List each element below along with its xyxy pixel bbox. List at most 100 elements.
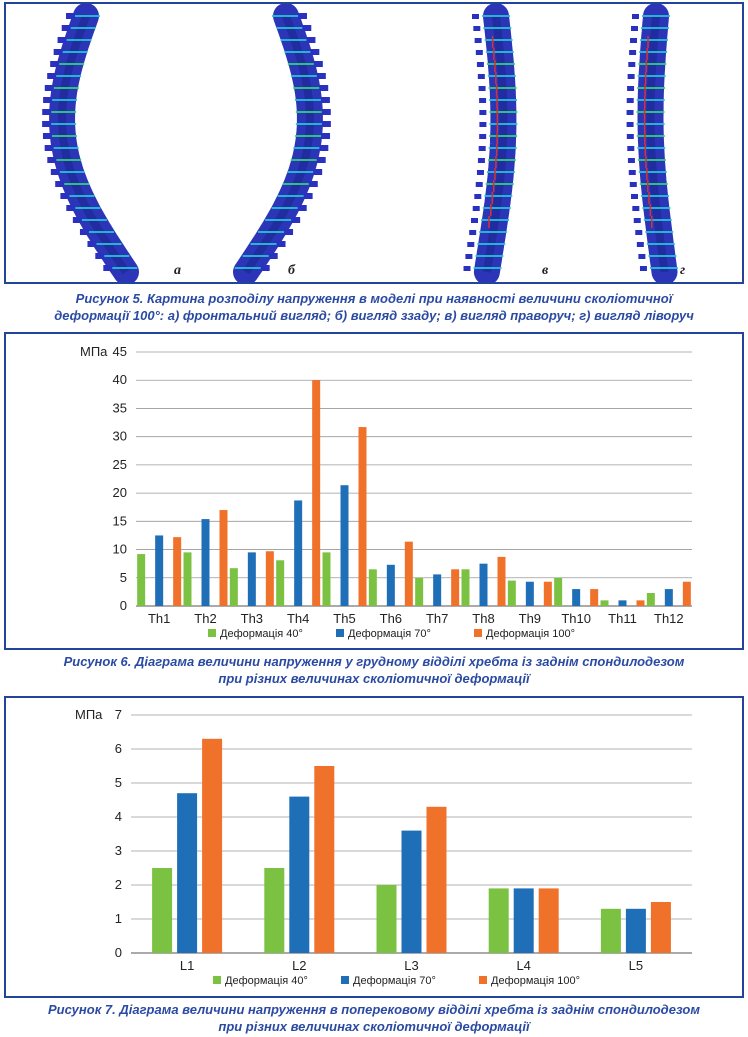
bar-Th12-series-1 [646, 593, 655, 606]
bar-L3-series-1 [376, 885, 397, 953]
bar-Th2-series-3 [219, 510, 228, 606]
vertebra-process [465, 254, 473, 259]
spine-render-2 [233, 3, 331, 285]
figure7-frame: 0 1 2 3 4 5 6 7 МПа L1 L2 L3 L4 L5 Деформація 40° Дефор… [4, 696, 744, 998]
bar-L4-series-1 [488, 888, 509, 953]
bar-Th5-series-3 [358, 427, 367, 606]
y-tick-label: 0 [115, 945, 122, 960]
vertebra-process [276, 241, 286, 247]
bar-Th11-series-1 [600, 600, 609, 606]
vertebra-process [321, 121, 331, 127]
bar-Th5-series-1 [322, 552, 331, 606]
vertebra-process [313, 169, 323, 175]
bar-Th2-series-1 [183, 552, 192, 606]
bar-Th6-series-1 [368, 569, 377, 606]
bar-Th9-series-2 [525, 581, 534, 606]
spine-render-1 [42, 3, 139, 285]
y-tick-label: 1 [115, 911, 122, 926]
bar-Th7-series-1 [415, 577, 424, 606]
figure5-frame: а б в г [4, 2, 744, 285]
x-tick-label: Th2 [194, 611, 216, 626]
thoracic-stress-chart: 0 5 10 15 20 25 30 35 40 45 МПа Th1 Th2 Th3 Th4 Th5 Th6 T… [80, 344, 692, 640]
vertebra-process [472, 14, 479, 19]
bar-Th1-series-2 [155, 535, 164, 606]
vertebra-process [316, 73, 326, 79]
figure7-caption-line1: Рисунок 7. Діаграма величини напруження … [48, 1002, 700, 1017]
legend-swatch-3 [479, 976, 487, 984]
vertebra-process [627, 146, 635, 151]
bar-Th10-series-2 [572, 589, 581, 606]
vertebra-process [639, 266, 647, 271]
vertebra-process [627, 86, 635, 91]
bar-Th4-series-2 [294, 500, 303, 606]
vertebra-process [469, 230, 477, 235]
vertebra-process [44, 85, 54, 91]
bar-L5-series-3 [650, 902, 671, 953]
bar-L4-series-3 [538, 888, 559, 953]
y-tick-label: 30 [113, 429, 127, 444]
y-tick-label: 4 [115, 809, 122, 824]
bar-L2-series-3 [314, 766, 335, 953]
bar-Th10-series-1 [554, 577, 563, 606]
x-tick-label: Th6 [380, 611, 402, 626]
y-tick-label: 35 [113, 400, 127, 415]
vertebra-process [319, 85, 329, 91]
bar-Th5-series-2 [340, 485, 349, 606]
vertebra-process [66, 13, 75, 19]
x-tick-label: Th4 [287, 611, 309, 626]
vertebra-process [475, 50, 483, 55]
x-tick-label: Th7 [426, 611, 448, 626]
bar-L2-series-2 [289, 796, 310, 953]
x-tick-label: Th11 [608, 611, 637, 626]
bar-Th3-series-3 [265, 551, 274, 606]
figure5-caption-line2: деформації 100°: а) фронтальний вигляд; … [54, 308, 694, 323]
bar-Th11-series-2 [618, 600, 627, 606]
legend-swatch-2 [336, 629, 344, 637]
x-tick-label: Th10 [561, 611, 591, 626]
vertebra-process [626, 98, 634, 103]
x-tick-label: Th12 [654, 611, 684, 626]
view-label-4: г [680, 263, 685, 278]
y-tick-label: 45 [113, 344, 127, 359]
vertebra-process [629, 50, 637, 55]
bar-Th4-series-1 [276, 560, 285, 606]
legend-swatch-1 [213, 976, 221, 984]
bar-Th2-series-2 [201, 519, 210, 606]
vertebra-process [475, 182, 483, 187]
figure7-caption-line2: при різних величинах сколіотичної деформ… [218, 1019, 530, 1034]
bar-L2-series-1 [264, 868, 285, 953]
y-tick-label: 5 [115, 775, 122, 790]
x-tick-label: Th1 [148, 611, 170, 626]
bar-Th6-series-3 [404, 541, 413, 606]
vertebra-process [479, 134, 487, 139]
vertebra-process [50, 169, 60, 175]
y-tick-label: 40 [113, 372, 127, 387]
bar-L1-series-2 [177, 793, 198, 953]
bar-L5-series-2 [625, 908, 646, 953]
legend-swatch-1 [208, 629, 216, 637]
spine-shadow [58, 14, 130, 275]
vertebra-process [260, 265, 270, 271]
spine-shadow [482, 15, 508, 273]
vertebra-process [316, 157, 326, 163]
vertebra-process [467, 242, 475, 247]
legend-label-2: Деформація 70° [348, 628, 431, 640]
vertebra-process [291, 217, 301, 223]
y-tick-label: 5 [120, 570, 127, 585]
vertebra-process [632, 206, 640, 211]
vertebra-process [478, 86, 486, 91]
figure5-caption-line1: Рисунок 5. Картина розподілу напруження … [75, 291, 673, 306]
y-axis-unit: МПа [75, 707, 103, 722]
bar-Th10-series-3 [590, 589, 599, 606]
vertebra-process [626, 122, 634, 127]
vertebra-process [636, 242, 644, 247]
y-tick-label: 7 [115, 707, 122, 722]
vertebra-process [474, 38, 482, 43]
legend-swatch-2 [341, 976, 349, 984]
plot-area: 0 5 10 15 20 25 30 35 40 45 МПа Th1 Th2 Th3 Th4 Th5 Th6 T… [80, 344, 692, 626]
bar-Th11-series-3 [636, 600, 645, 606]
vertebra-process [626, 110, 634, 115]
vertebra-process [476, 62, 484, 67]
vertebra-process [630, 194, 638, 199]
